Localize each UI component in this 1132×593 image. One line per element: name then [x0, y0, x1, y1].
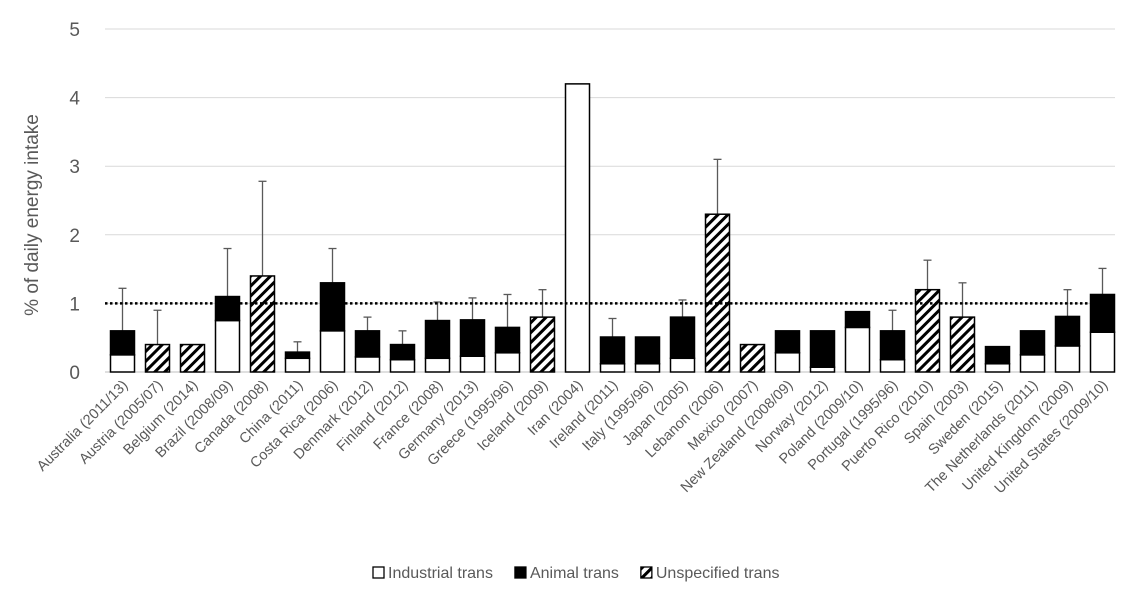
error-bar-greece-1995-96 — [503, 293, 512, 328]
error-bar-germany-2013 — [468, 297, 477, 320]
error-bar-united-states-2009-10 — [1098, 267, 1107, 295]
legend-label: Industrial trans — [388, 565, 493, 582]
bar-animal-trans-united-states-2009-10 — [1089, 293, 1116, 333]
bar-animal-trans-norway-2012 — [809, 330, 836, 368]
bar-industrial-trans-brazil-2008-09 — [214, 319, 241, 373]
bar-industrial-trans-germany-2013 — [459, 355, 486, 373]
bar-industrial-trans-poland-2009-10 — [844, 326, 871, 373]
error-bar-france-2008 — [433, 301, 442, 321]
error-bar-lebanon-2006 — [713, 158, 722, 215]
bar-animal-trans-italy-1995-96 — [634, 336, 661, 365]
bar-industrial-trans-greece-1995-96 — [494, 352, 521, 373]
bar-industrial-trans-portugal-1995-96 — [879, 358, 906, 373]
legend-item-animal-trans: Animal trans — [514, 565, 619, 582]
bar-animal-trans-poland-2009-10 — [844, 310, 871, 329]
error-bar-portugal-1995-96 — [888, 309, 897, 331]
legend-swatch — [372, 566, 385, 579]
bar-animal-trans-germany-2013 — [459, 319, 486, 357]
error-bar-puerto-rico-2010 — [923, 259, 932, 290]
bar-animal-trans-brazil-2008-09 — [214, 295, 241, 322]
error-bar-finland-2012 — [398, 330, 407, 345]
bars — [109, 83, 1116, 373]
bar-unspecified-trans-mexico-2007 — [739, 343, 766, 373]
y-tick-label: 4 — [69, 89, 80, 110]
bar-animal-trans-australia-2011-13 — [109, 330, 136, 356]
bar-unspecified-trans-puerto-rico-2010 — [914, 288, 941, 373]
bar-unspecified-trans-iceland-2009 — [529, 316, 556, 373]
bar-animal-trans-new-zealand-2008-09 — [774, 330, 801, 354]
error-bar-canada-2008 — [258, 180, 267, 276]
bar-industrial-trans-italy-1995-96 — [634, 363, 661, 373]
legend: Industrial trans Animal trans Unspecified … — [372, 565, 780, 582]
bar-industrial-trans-costa-rica-2006 — [319, 330, 346, 373]
bar-industrial-trans-denmark-2012 — [354, 356, 381, 373]
bar-industrial-trans-iran-2004 — [564, 83, 591, 373]
bar-unspecified-trans-belgium-2014 — [179, 343, 206, 373]
bar-animal-trans-ireland-2011 — [599, 336, 626, 365]
bar-animal-trans-china-2011 — [284, 351, 311, 360]
bar-animal-trans-denmark-2012 — [354, 330, 381, 358]
legend-label: Unspecified trans — [656, 565, 780, 582]
error-bar-denmark-2012 — [363, 316, 372, 331]
y-tick-label: 5 — [69, 20, 80, 41]
legend-item-unspecified-trans: Unspecified trans — [640, 565, 780, 582]
bar-animal-trans-greece-1995-96 — [494, 326, 521, 354]
legend-swatch — [640, 566, 653, 579]
bar-industrial-trans-new-zealand-2008-09 — [774, 352, 801, 373]
x-tick-labels: Australia (2011/13)Austria (2005/07)Belg… — [34, 378, 1111, 498]
bar-animal-trans-sweden-2015 — [984, 345, 1011, 365]
bar-animal-trans-united-kingdom-2009 — [1054, 315, 1081, 347]
bar-animal-trans-costa-rica-2006 — [319, 282, 346, 332]
bar-industrial-trans-japan-2005 — [669, 357, 696, 373]
bar-animal-trans-the-netherlands-2011 — [1019, 330, 1046, 356]
bar-industrial-trans-united-kingdom-2009 — [1054, 345, 1081, 373]
bar-industrial-trans-the-netherlands-2011 — [1019, 354, 1046, 373]
bar-unspecified-trans-canada-2008 — [249, 275, 276, 373]
error-bar-costa-rica-2006 — [328, 247, 337, 283]
bar-industrial-trans-ireland-2011 — [599, 363, 626, 373]
bar-unspecified-trans-austria-2005-07 — [144, 343, 171, 373]
bar-industrial-trans-australia-2011-13 — [109, 354, 136, 373]
y-tick-label: 1 — [69, 294, 80, 315]
y-tick-label: 3 — [69, 157, 80, 178]
legend-swatch — [514, 566, 527, 579]
bar-animal-trans-finland-2012 — [389, 343, 416, 361]
error-bar-australia-2011-13 — [118, 287, 127, 331]
error-bars — [118, 158, 1107, 353]
error-bar-spain-2003 — [958, 282, 967, 318]
bar-unspecified-trans-spain-2003 — [949, 316, 976, 373]
error-bar-ireland-2011 — [608, 317, 617, 338]
error-bar-china-2011 — [293, 341, 302, 353]
legend-label: Animal trans — [530, 565, 619, 582]
error-bar-brazil-2008-09 — [223, 247, 232, 297]
gridlines — [105, 28, 1115, 304]
bar-unspecified-trans-lebanon-2006 — [704, 213, 731, 373]
bar-animal-trans-france-2008 — [424, 319, 451, 360]
y-axis-label: % of daily energy intake — [22, 114, 43, 316]
bar-animal-trans-portugal-1995-96 — [879, 330, 906, 361]
error-bar-austria-2005-07 — [153, 309, 162, 345]
legend-item-industrial-trans: Industrial trans — [372, 565, 493, 582]
y-tick-label: 0 — [69, 363, 80, 384]
bar-industrial-trans-sweden-2015 — [984, 363, 1011, 373]
bar-industrial-trans-united-states-2009-10 — [1089, 331, 1116, 373]
bar-animal-trans-japan-2005 — [669, 316, 696, 360]
y-tick-label: 2 — [69, 226, 80, 247]
bar-industrial-trans-france-2008 — [424, 357, 451, 373]
bar-industrial-trans-finland-2012 — [389, 358, 416, 373]
bar-industrial-trans-china-2011 — [284, 357, 311, 373]
